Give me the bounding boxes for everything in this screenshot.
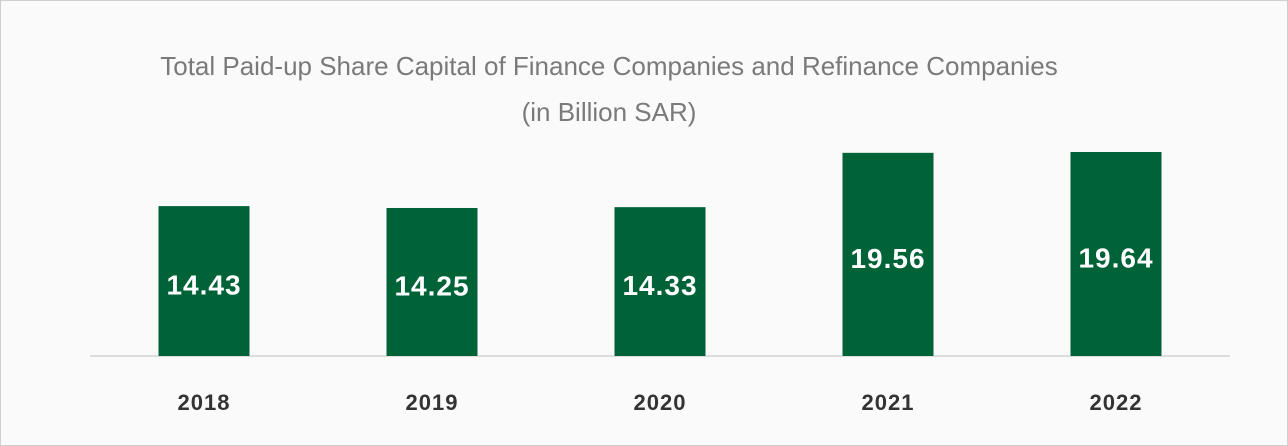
data-label: 14.43 xyxy=(166,269,241,300)
bar xyxy=(386,207,478,356)
x-tick-label: 2019 xyxy=(406,390,459,415)
x-tick-label: 2018 xyxy=(178,390,231,415)
x-tick-label: 2020 xyxy=(634,390,687,415)
bar xyxy=(1070,152,1162,356)
data-label: 19.56 xyxy=(850,243,925,274)
bar xyxy=(614,207,706,356)
chart-title: Total Paid-up Share Capital of Finance C… xyxy=(160,51,1058,127)
data-label: 14.25 xyxy=(394,270,469,301)
x-tick-label: 2021 xyxy=(862,390,915,415)
data-label: 19.64 xyxy=(1078,242,1153,273)
data-label: 14.33 xyxy=(622,270,697,301)
x-tick-label: 2022 xyxy=(1090,390,1143,415)
bar xyxy=(842,152,934,356)
bar xyxy=(158,206,250,356)
